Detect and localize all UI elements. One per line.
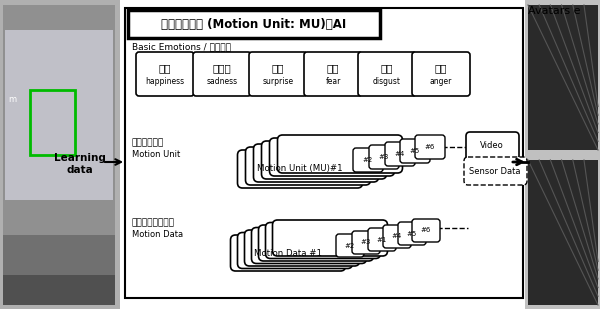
- Text: #5: #5: [410, 148, 420, 154]
- Bar: [3, 275, 115, 305]
- FancyBboxPatch shape: [277, 135, 403, 173]
- FancyBboxPatch shape: [265, 222, 380, 259]
- FancyBboxPatch shape: [249, 52, 307, 96]
- Bar: [128, 10, 380, 38]
- Bar: [528, 5, 598, 150]
- Text: #1: #1: [377, 236, 387, 243]
- Text: #4: #4: [395, 151, 405, 157]
- FancyBboxPatch shape: [136, 52, 194, 96]
- Text: 驚き: 驚き: [272, 63, 284, 73]
- Text: sadness: sadness: [206, 78, 238, 87]
- Text: Sensor Data: Sensor Data: [469, 167, 521, 176]
- Bar: [125, 8, 523, 298]
- Text: surprise: surprise: [262, 78, 293, 87]
- Text: 動作ユニット (Motion Unit: MU)　AI: 動作ユニット (Motion Unit: MU) AI: [161, 18, 347, 31]
- FancyBboxPatch shape: [245, 230, 359, 266]
- FancyBboxPatch shape: [193, 52, 251, 96]
- Text: 動作ユニット: 動作ユニット: [132, 138, 164, 147]
- FancyBboxPatch shape: [368, 228, 396, 251]
- Text: Avatars e: Avatars e: [528, 6, 581, 16]
- FancyBboxPatch shape: [412, 219, 440, 242]
- Text: Learning
data: Learning data: [54, 153, 106, 175]
- Text: 喜び: 喜び: [159, 63, 171, 73]
- FancyBboxPatch shape: [464, 157, 527, 185]
- Text: disgust: disgust: [373, 78, 401, 87]
- FancyBboxPatch shape: [415, 135, 445, 159]
- Text: #2: #2: [363, 157, 373, 163]
- FancyBboxPatch shape: [259, 225, 373, 261]
- FancyBboxPatch shape: [385, 142, 415, 166]
- Text: 悲しみ: 悲しみ: [212, 63, 232, 73]
- FancyBboxPatch shape: [251, 227, 367, 264]
- Text: m: m: [8, 95, 16, 104]
- Text: 嫌悪: 嫌悪: [381, 63, 393, 73]
- FancyBboxPatch shape: [369, 145, 399, 169]
- FancyBboxPatch shape: [352, 231, 380, 254]
- Text: Motion Data: Motion Data: [132, 230, 183, 239]
- Text: 恐れ: 恐れ: [327, 63, 339, 73]
- Text: #2: #2: [345, 243, 355, 248]
- Bar: [3, 235, 115, 275]
- Bar: [5, 30, 113, 200]
- FancyBboxPatch shape: [353, 148, 383, 172]
- Text: 怒り: 怒り: [435, 63, 447, 73]
- FancyBboxPatch shape: [304, 52, 362, 96]
- Text: Basic Emotions / 基本感情: Basic Emotions / 基本感情: [132, 42, 231, 51]
- Text: #3: #3: [361, 239, 371, 245]
- FancyBboxPatch shape: [238, 150, 362, 188]
- Text: Motion Data #1: Motion Data #1: [254, 248, 322, 257]
- FancyBboxPatch shape: [262, 141, 386, 179]
- FancyBboxPatch shape: [269, 138, 395, 176]
- Bar: [0, 0, 120, 309]
- FancyBboxPatch shape: [400, 139, 430, 163]
- Bar: [528, 160, 598, 305]
- FancyBboxPatch shape: [254, 144, 379, 182]
- Bar: [3, 5, 115, 235]
- Text: #6: #6: [421, 227, 431, 234]
- FancyBboxPatch shape: [398, 222, 426, 245]
- Text: anger: anger: [430, 78, 452, 87]
- Text: #3: #3: [379, 154, 389, 160]
- Bar: [525, 0, 600, 309]
- Text: fear: fear: [325, 78, 341, 87]
- FancyBboxPatch shape: [245, 147, 371, 185]
- Text: #6: #6: [425, 144, 435, 150]
- Text: #4: #4: [392, 234, 402, 239]
- FancyBboxPatch shape: [358, 52, 416, 96]
- Text: Motion Unit: Motion Unit: [132, 150, 180, 159]
- Text: モーションデータ: モーションデータ: [132, 218, 175, 227]
- FancyBboxPatch shape: [230, 235, 346, 271]
- Text: happiness: happiness: [145, 78, 185, 87]
- FancyBboxPatch shape: [336, 234, 364, 257]
- FancyBboxPatch shape: [238, 232, 353, 269]
- Text: Motion Unit (MU)#1: Motion Unit (MU)#1: [257, 164, 343, 173]
- FancyBboxPatch shape: [272, 220, 388, 256]
- FancyBboxPatch shape: [466, 132, 519, 160]
- FancyBboxPatch shape: [383, 225, 411, 248]
- Text: #5: #5: [407, 231, 417, 236]
- Text: Video: Video: [480, 142, 504, 150]
- FancyBboxPatch shape: [412, 52, 470, 96]
- Bar: [30, 90, 75, 155]
